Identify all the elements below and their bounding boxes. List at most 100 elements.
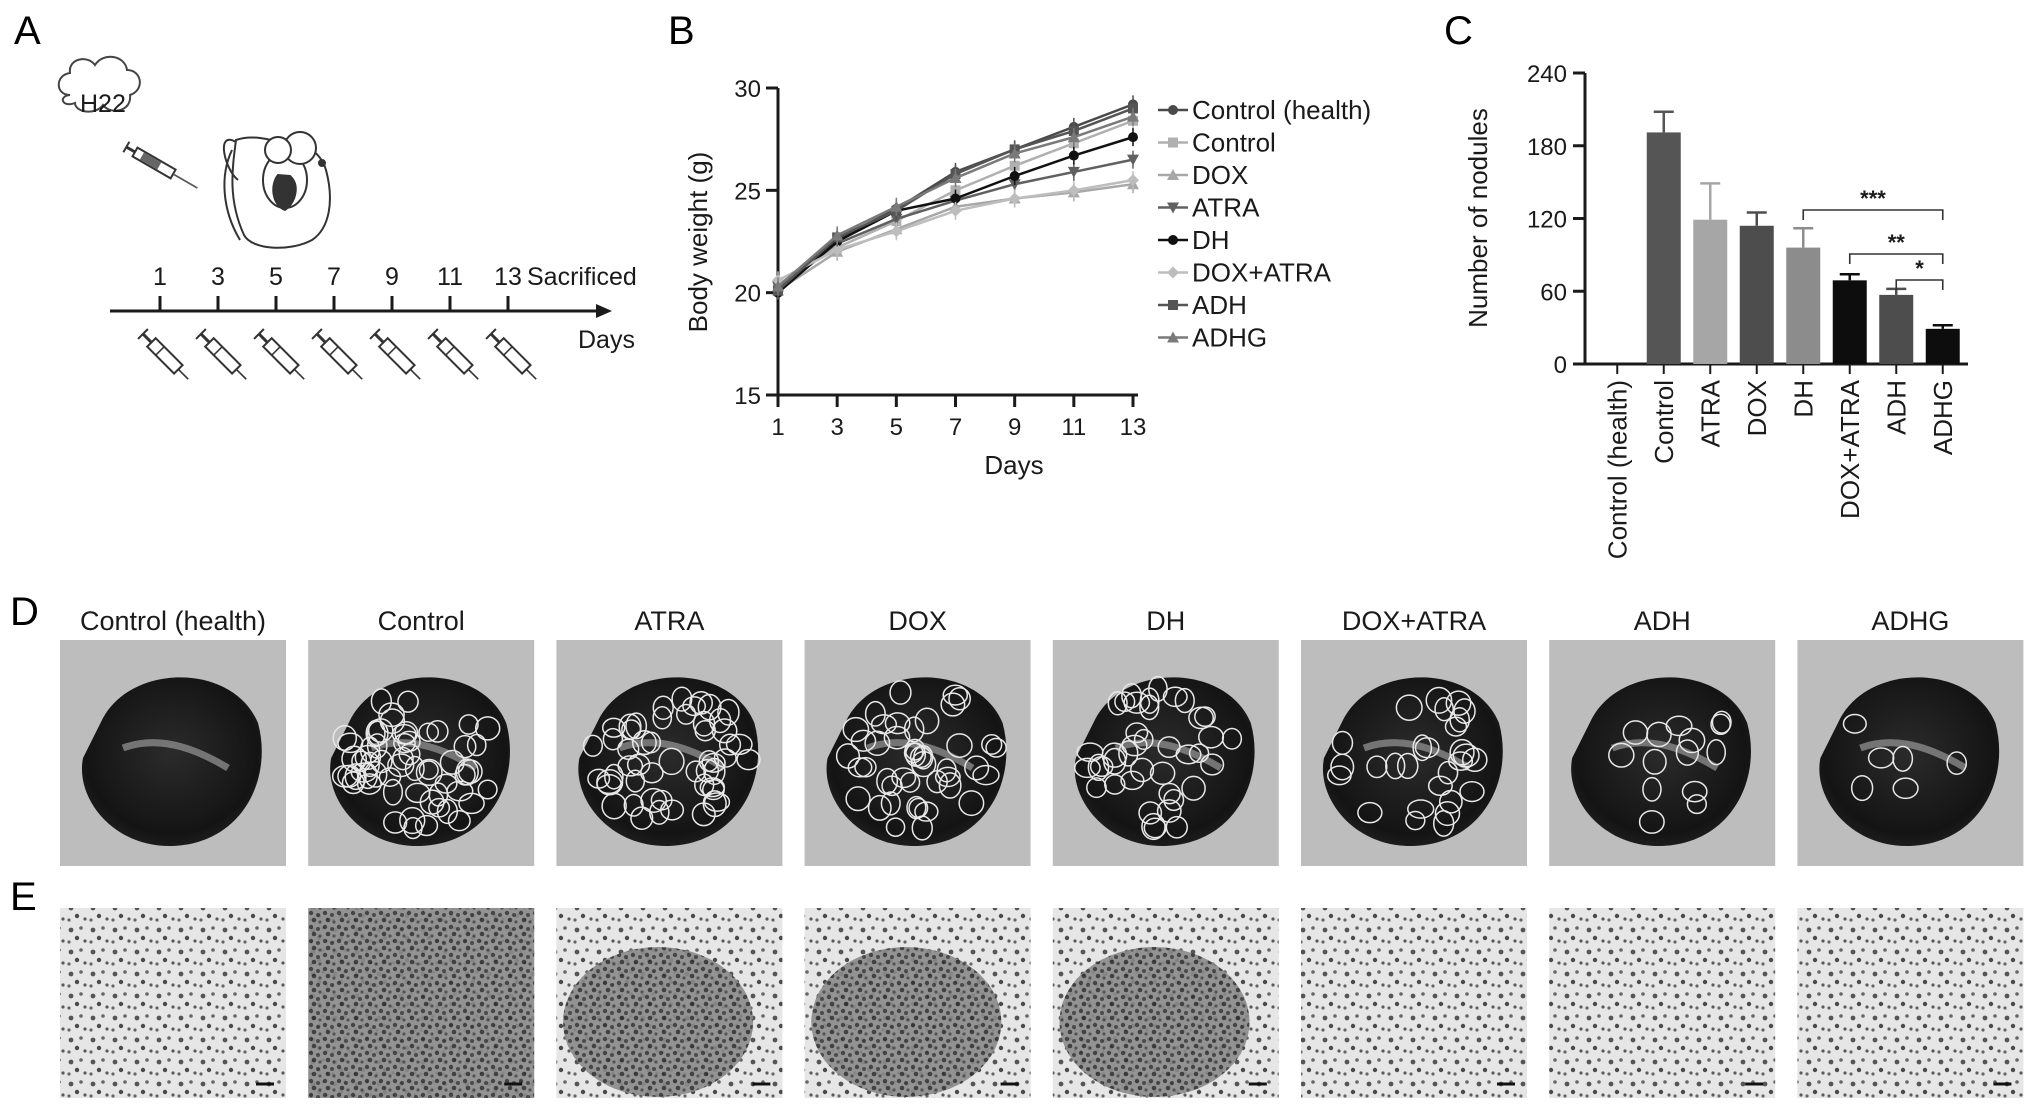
y-tick-label: 180 xyxy=(1527,134,1567,161)
legend-item: ATRA xyxy=(1158,193,1260,223)
legend-label: DOX+ATRA xyxy=(1192,258,1332,288)
x-tick-label: 3 xyxy=(830,414,843,441)
nodule-circle xyxy=(699,777,726,798)
data-point xyxy=(950,193,961,204)
nodule-circle xyxy=(331,764,359,788)
nodule-circle xyxy=(1412,734,1433,762)
nodule-circle xyxy=(399,806,426,835)
syringe-icon xyxy=(369,328,421,380)
lung-highlight xyxy=(1362,739,1471,772)
nodule-circle xyxy=(1850,774,1874,802)
nodule-circle xyxy=(1123,691,1151,714)
nodule-circle xyxy=(439,749,465,775)
nodule-circle xyxy=(1678,727,1706,754)
nodule-circle xyxy=(1158,782,1181,805)
nodule-circle xyxy=(447,810,471,832)
x-tick-label: Control xyxy=(1649,380,1679,464)
data-point xyxy=(1067,131,1080,143)
nodule-circle xyxy=(1405,810,1426,831)
bar xyxy=(1693,219,1728,364)
nodule-circle xyxy=(867,794,892,821)
legend-label: DOX xyxy=(1192,160,1248,190)
nodule-circle xyxy=(981,734,1003,755)
y-tick-label: 0 xyxy=(1554,352,1567,379)
nodule-circle xyxy=(1139,687,1160,714)
nodule-circle xyxy=(1675,739,1700,766)
nodule-circle xyxy=(904,742,927,767)
nodule-circle xyxy=(403,816,423,840)
bar xyxy=(1646,132,1681,364)
nodule-circle xyxy=(914,707,940,735)
bar xyxy=(1925,328,1960,364)
nodule-circle xyxy=(1449,738,1475,766)
nodule-circle xyxy=(942,684,969,706)
nodule-circle xyxy=(1396,752,1419,780)
histology-image xyxy=(1301,908,1527,1098)
y-axis-label: Body weight (g) xyxy=(683,152,713,333)
data-point xyxy=(831,229,844,241)
data-point xyxy=(1127,174,1139,187)
x-tick-label: 11 xyxy=(1061,414,1086,441)
legend-item: ADH xyxy=(1158,290,1247,320)
nodule-circle xyxy=(948,686,971,711)
data-point xyxy=(1009,160,1020,171)
nodule-circle xyxy=(1188,743,1210,763)
nodule-circle xyxy=(652,706,673,730)
timeline-day-label: 5 xyxy=(269,263,283,291)
nodule-circle xyxy=(692,710,716,737)
nodule-circle xyxy=(1444,716,1468,737)
histology-image xyxy=(1797,908,2024,1098)
nodule-circle xyxy=(458,792,485,815)
histology-image xyxy=(1549,908,1776,1098)
data-point xyxy=(1128,132,1138,143)
nodule-circle xyxy=(1138,801,1163,825)
data-point xyxy=(949,204,962,217)
nodule-circle xyxy=(1326,765,1352,786)
nodule-circle xyxy=(891,767,917,789)
nodule-circle xyxy=(602,727,624,751)
nodule-circle xyxy=(964,755,990,781)
nodule-circle xyxy=(582,734,604,757)
nodule-circle xyxy=(1331,730,1354,756)
nodule-circle xyxy=(1104,774,1126,795)
x-tick-label: ADH xyxy=(1881,380,1911,435)
panel-letter-b: B xyxy=(668,9,695,53)
nodule-circle xyxy=(880,791,901,816)
nodule-circle xyxy=(350,762,378,783)
nodule-circle xyxy=(1445,690,1472,717)
nodule-circle xyxy=(1892,777,1919,800)
x-tick-label: 13 xyxy=(1120,414,1147,441)
data-point xyxy=(949,172,962,184)
timeline-ticks: 1 3 5 7 9 11 13 xyxy=(153,263,522,311)
nodule-circle xyxy=(854,756,877,778)
nodule-circle xyxy=(717,698,740,726)
nodule-circle xyxy=(392,746,414,771)
nodule-circle xyxy=(404,755,425,782)
nodule-circle xyxy=(1681,780,1708,803)
nodule-circle xyxy=(625,712,648,740)
nodule-circle xyxy=(426,719,449,743)
nodule-circle xyxy=(885,817,906,838)
x-tick-label: DOX xyxy=(1742,380,1772,436)
nodule-circle xyxy=(383,811,408,834)
legend-item: Control (health) xyxy=(1158,95,1371,125)
data-point xyxy=(1008,147,1021,159)
lung-photo-row: Control (health) Control ATRA DOX DH DOX+ATRA… xyxy=(60,606,2024,866)
legend-marker xyxy=(1167,266,1179,279)
significance-bracket: ** xyxy=(1848,230,1944,264)
timeline-day-label: 11 xyxy=(437,263,463,291)
nodule-circle xyxy=(1163,788,1185,812)
nodule-circle xyxy=(899,771,921,793)
legend-item: ADHG xyxy=(1158,323,1267,353)
x-tick-label: ATRA xyxy=(1695,379,1725,447)
legend: Control (health)ControlDOXATRADHDOX+ATRA… xyxy=(1158,95,1371,353)
y-tick-label: 20 xyxy=(734,281,761,308)
nodule-circle xyxy=(363,761,388,788)
nodule-circle xyxy=(1156,799,1182,823)
nodule-circle xyxy=(453,734,477,759)
nodule-circle xyxy=(474,716,501,741)
lung-photo-title: ADHG xyxy=(1871,606,1949,636)
nodule-circle xyxy=(1461,747,1488,773)
nodule-circle xyxy=(1425,686,1453,714)
